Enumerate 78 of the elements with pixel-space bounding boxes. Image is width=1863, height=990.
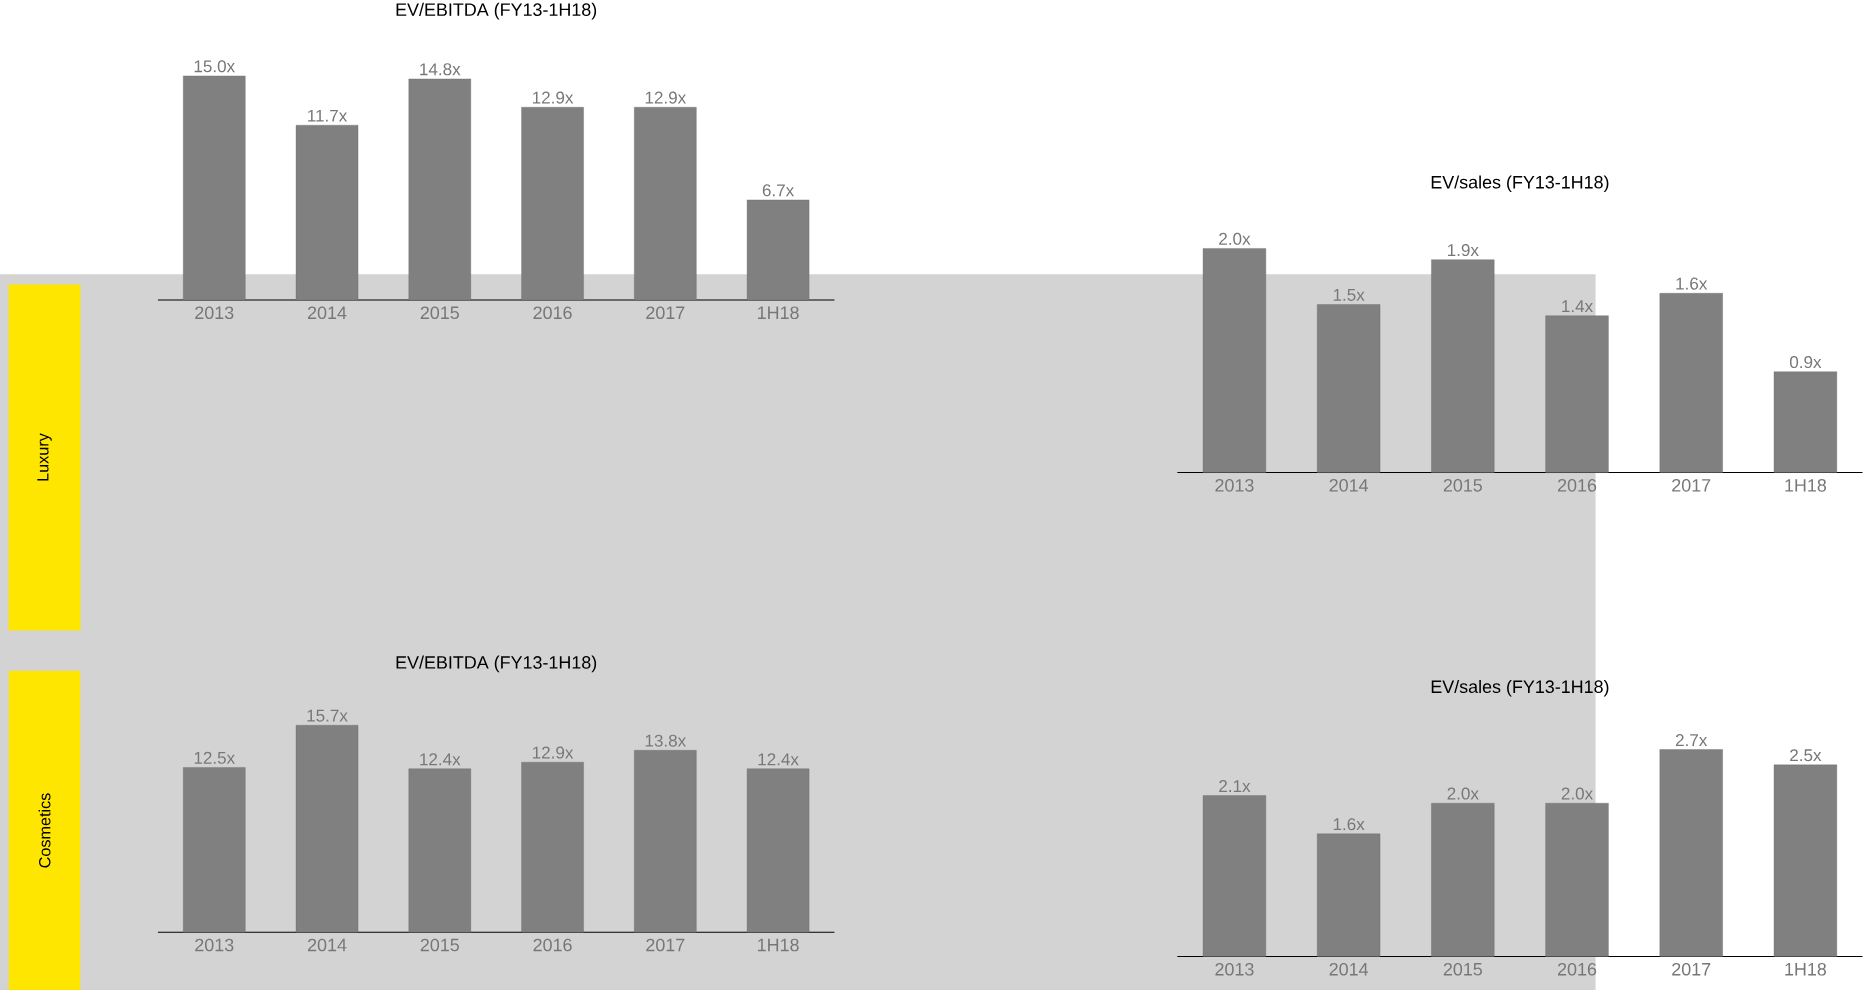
- data-label: 0.9x: [1789, 355, 1822, 369]
- bar: [634, 750, 697, 933]
- data-label: 2.1x: [1219, 779, 1251, 792]
- x-tick-label: 1H18: [758, 938, 799, 952]
- bar: [1431, 259, 1495, 473]
- chart-title: EV/EBITDA (FY13-1H18): [396, 2, 597, 20]
- data-label: 12.4x: [758, 753, 799, 766]
- data-label: 12.9x: [645, 91, 687, 104]
- chart-title: EV/sales (FY13-1H18): [1431, 175, 1609, 192]
- x-tick-label: 2016: [1557, 962, 1597, 976]
- x-tick-label: 1H18: [758, 306, 799, 319]
- x-tick-label: 2015: [1443, 478, 1482, 492]
- text: Luxury: [37, 433, 52, 481]
- data-label: 14.8x: [420, 63, 461, 76]
- bar: [1773, 764, 1837, 957]
- x-tick-label: 2013: [1215, 962, 1254, 976]
- data-label: 2.0x: [1561, 787, 1593, 800]
- chart-title: EV/sales (FY13-1H18): [1431, 679, 1609, 697]
- bar: [521, 761, 584, 933]
- text: Cosmetics: [38, 793, 51, 868]
- bar: [1431, 802, 1495, 957]
- bar: [295, 124, 359, 301]
- x-tick-label: 2014: [308, 306, 347, 319]
- x-tick-label: 2013: [195, 938, 234, 952]
- x-tick-label: 2014: [1329, 962, 1369, 976]
- x-tick-label: 1H18: [1785, 478, 1827, 492]
- bar: [183, 75, 246, 301]
- x-tick-label: 2015: [420, 938, 459, 952]
- data-label: 15.0x: [194, 60, 235, 73]
- data-label: 12.5x: [194, 751, 235, 764]
- data-label: 6.7x: [762, 184, 795, 197]
- data-label: 1.6x: [1333, 818, 1365, 831]
- data-label: 15.7x: [307, 709, 348, 722]
- data-label: 1.4x: [1562, 300, 1593, 312]
- x-tick-label: 2013: [195, 306, 234, 319]
- bar: [746, 768, 810, 933]
- data-label: 11.7x: [308, 109, 348, 122]
- data-label: 12.9x: [532, 91, 574, 104]
- bar: [1773, 371, 1837, 473]
- data-label: 1.6x: [1676, 277, 1708, 290]
- data-label: 2.5x: [1790, 749, 1822, 762]
- data-label: 1.5x: [1333, 288, 1365, 301]
- bar: [1202, 795, 1267, 957]
- chart-title: EV/EBITDA (FY13-1H18): [396, 655, 597, 673]
- x-tick-label: 2015: [1443, 962, 1482, 976]
- x-tick-label: 2017: [646, 938, 685, 952]
- x-tick-label: 2017: [646, 306, 685, 319]
- x-tick-label: 2016: [533, 938, 572, 952]
- bar: [1317, 304, 1381, 473]
- x-tick-label: 2016: [533, 306, 572, 319]
- data-label: 2.7x: [1675, 733, 1708, 746]
- x-tick-label: 2013: [1215, 478, 1254, 492]
- data-label: 2.0x: [1219, 232, 1251, 245]
- x-tick-label: 2014: [1329, 478, 1369, 492]
- bar: [1659, 749, 1723, 957]
- bar: [1545, 315, 1609, 473]
- bar: [1202, 248, 1267, 473]
- data-label: 12.9x: [532, 746, 574, 759]
- data-label: 2.0x: [1447, 787, 1479, 800]
- bar: [1545, 802, 1609, 957]
- x-tick-label: 2017: [1672, 478, 1711, 492]
- x-tick-label: 1H18: [1785, 962, 1827, 976]
- bar: [634, 106, 697, 301]
- data-label: 1.9x: [1448, 243, 1479, 256]
- bar: [1317, 833, 1381, 957]
- bar: [295, 724, 359, 933]
- bar: [408, 768, 471, 933]
- data-label: 13.8x: [645, 734, 687, 747]
- x-tick-label: 2017: [1672, 962, 1711, 976]
- data-label: 12.4x: [420, 753, 461, 766]
- bar: [1659, 292, 1723, 473]
- bar: [183, 767, 246, 933]
- x-tick-label: 2014: [308, 938, 347, 952]
- bar: [746, 199, 810, 301]
- x-tick-label: 2016: [1557, 478, 1597, 492]
- x-tick-label: 2015: [420, 306, 459, 319]
- bar: [521, 106, 584, 301]
- bar: [408, 78, 471, 301]
